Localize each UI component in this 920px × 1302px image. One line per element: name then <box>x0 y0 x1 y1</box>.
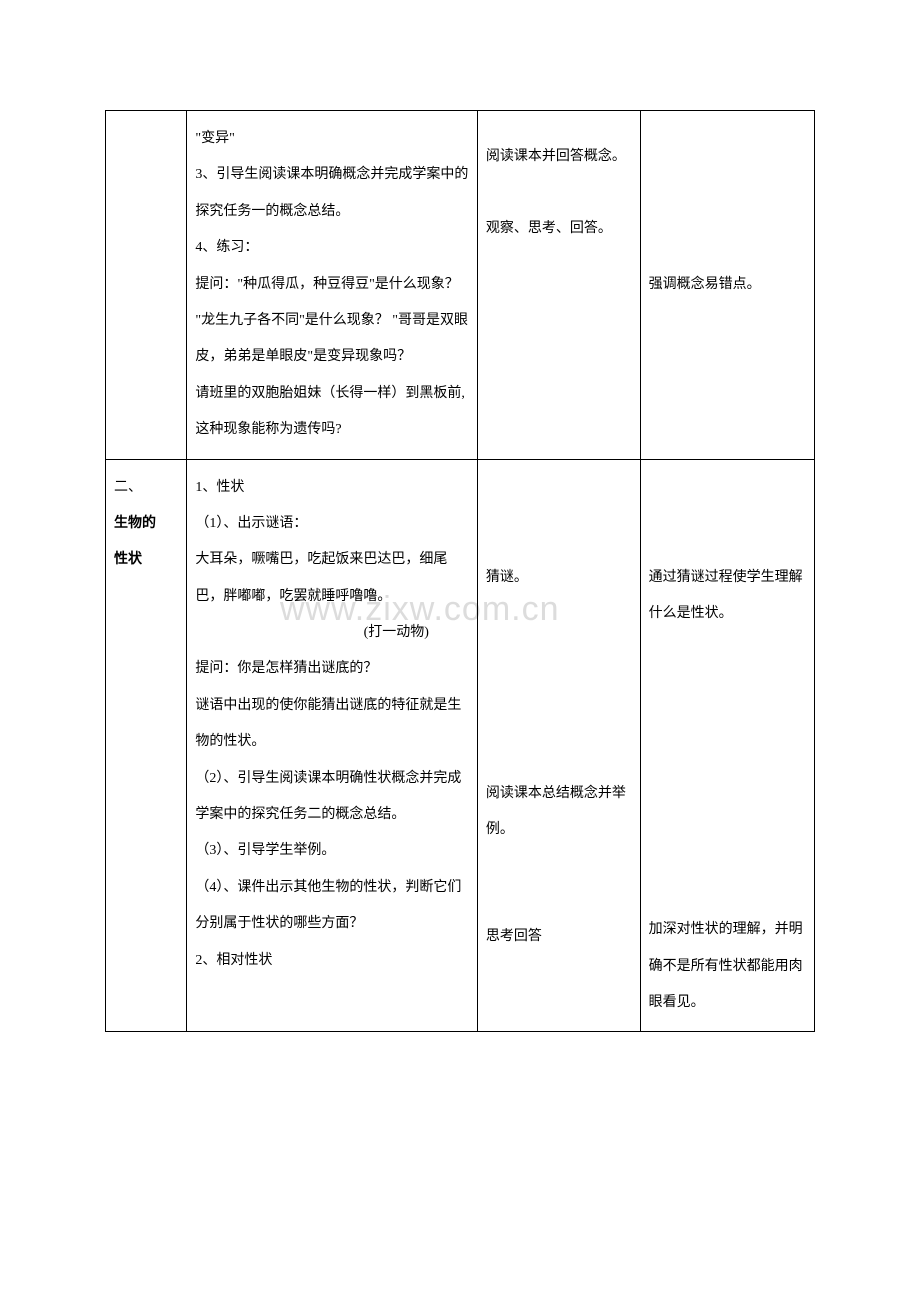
text-line: 强调概念易错点。 <box>649 267 806 303</box>
text-line: 二、 <box>114 470 178 506</box>
table-row: "变异" 3、引导生阅读课本明确概念并完成学案中的探究任务一的概念总结。 4、练… <box>106 111 815 460</box>
text-line: 思考回答 <box>486 919 632 955</box>
lesson-plan-table: "变异" 3、引导生阅读课本明确概念并完成学案中的探究任务一的概念总结。 4、练… <box>105 110 815 1032</box>
text-line: 猜谜。 <box>486 560 632 596</box>
text-line: 3、引导生阅读课本明确概念并完成学案中的探究任务一的概念总结。 <box>195 157 469 230</box>
cell-r2c1: 二、 生物的 性状 <box>106 459 187 1032</box>
text-line: 4、练习： <box>195 230 469 266</box>
cell-r1c3: 阅读课本并回答概念。 观察、思考、回答。 <box>477 111 640 460</box>
text-line: 阅读课本并回答概念。 <box>486 139 632 175</box>
cell-r1c4: 强调概念易错点。 <box>640 111 814 460</box>
cell-r2c4: 通过猜谜过程使学生理解什么是性状。 加深对性状的理解，并明确不是所有性状都能用肉… <box>640 459 814 1032</box>
text-line: （3）、引导学生举例。 <box>195 833 469 869</box>
text-line: 1、性状 <box>195 470 469 506</box>
text-line: "变异" <box>195 121 469 157</box>
text-line: 通过猜谜过程使学生理解什么是性状。 <box>649 560 806 633</box>
text-line: （2）、引导生阅读课本明确性状概念并完成学案中的探究任务二的概念总结。 <box>195 761 469 834</box>
text-line: 提问：你是怎样猜出谜底的？ <box>195 651 469 687</box>
text-line: 加深对性状的理解，并明确不是所有性状都能用肉眼看见。 <box>649 912 806 1021</box>
cell-r1c1 <box>106 111 187 460</box>
text-line: （1）、出示谜语： <box>195 506 469 542</box>
text-line: 请班里的双胞胎姐妹（长得一样）到黑板前,这种现象能称为遗传吗? <box>195 376 469 449</box>
cell-r1c2: "变异" 3、引导生阅读课本明确概念并完成学案中的探究任务一的概念总结。 4、练… <box>187 111 478 460</box>
text-line: 大耳朵，噘嘴巴，吃起饭来巴达巴，细尾巴，胖嘟嘟，吃罢就睡呼噜噜。 <box>195 542 469 615</box>
cell-r2c2: 1、性状 （1）、出示谜语： 大耳朵，噘嘴巴，吃起饭来巴达巴，细尾巴，胖嘟嘟，吃… <box>187 459 478 1032</box>
text-line: 提问："种瓜得瓜，种豆得豆"是什么现象？ "龙生九子各不同"是什么现象？ "哥哥… <box>195 267 469 376</box>
text-line: 2、相对性状 <box>195 943 469 979</box>
text-line: 谜语中出现的使你能猜出谜底的特征就是生物的性状。 <box>195 688 469 761</box>
cell-r2c3: 猜谜。 阅读课本总结概念并举例。 思考回答 <box>477 459 640 1032</box>
table-row: 二、 生物的 性状 1、性状 （1）、出示谜语： 大耳朵，噘嘴巴，吃起饭来巴达巴… <box>106 459 815 1032</box>
text-line: 性状 <box>114 542 178 578</box>
text-line: （4）、课件出示其他生物的性状，判断它们分别属于性状的哪些方面？ <box>195 870 469 943</box>
text-line: 生物的 <box>114 506 178 542</box>
text-line: (打一动物) <box>195 615 469 651</box>
text-line: 阅读课本总结概念并举例。 <box>486 776 632 849</box>
text-line: 观察、思考、回答。 <box>486 211 632 247</box>
